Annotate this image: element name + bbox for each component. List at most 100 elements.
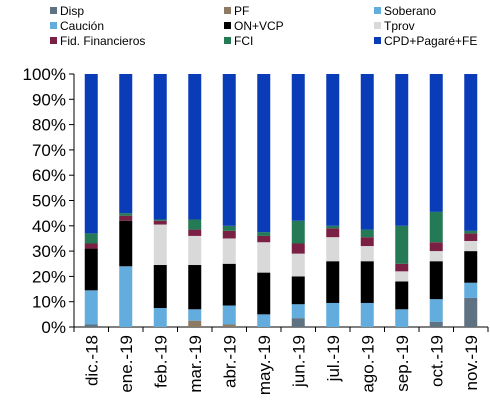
bar-segment-tprov <box>464 240 478 252</box>
bar-segment-cpd-pagar-fe <box>84 74 98 234</box>
legend-item-fid-financieros: Fid. Financieros <box>50 34 145 48</box>
bar-segment-fid-financieros <box>119 215 133 221</box>
bar-segment-cauci-n <box>326 302 340 327</box>
bar-segment-cpd-pagar-fe <box>257 74 271 233</box>
bar-segment-tprov <box>257 242 271 273</box>
bar-segment-fid-financieros <box>429 242 443 252</box>
bar-segment-pf <box>188 320 202 327</box>
legend-swatch-fid-financieros <box>50 37 57 44</box>
bar-stack-nov-19 <box>464 74 478 327</box>
bar-segment-on-vcp <box>291 276 305 305</box>
bar-segment-fid-financieros <box>291 243 305 254</box>
legend-item-on-vcp: ON+VCP <box>224 19 284 33</box>
bar-segment-cpd-pagar-fe <box>119 74 133 214</box>
y-tick-label: 70% <box>32 141 66 160</box>
bar-segment-fid-financieros <box>326 228 340 238</box>
bar-segment-fci <box>84 233 98 244</box>
bar-segment-on-vcp <box>119 220 133 267</box>
bar-segment-cauci-n <box>360 302 374 327</box>
y-tick-label: 20% <box>32 267 66 286</box>
bar-segment-fci <box>360 229 374 238</box>
legend-label-on-vcp: ON+VCP <box>234 19 284 33</box>
bar-segment-on-vcp <box>153 265 167 309</box>
legend-swatch-tprov <box>374 22 381 29</box>
legend-label-cpd-pagar-fe: CPD+Pagaré+FE <box>384 34 477 48</box>
bar-segment-fci <box>326 225 340 229</box>
bar-stack-dic-18 <box>84 74 98 327</box>
bar-segment-tprov <box>222 238 236 264</box>
legend-item-fci: FCI <box>224 34 253 48</box>
bar-segment-cauci-n <box>429 299 443 322</box>
bar-segment-cauci-n <box>257 314 271 327</box>
bar-stack-may-19 <box>257 74 271 327</box>
legend-label-tprov: Tprov <box>384 19 415 33</box>
bar-segment-cpd-pagar-fe <box>153 74 167 220</box>
legend-swatch-cauci-n <box>50 22 57 29</box>
bar-segment-on-vcp <box>188 265 202 310</box>
y-tick-label: 100% <box>23 65 66 84</box>
bar-segment-cauci-n <box>188 309 202 321</box>
legend-item-pf: PF <box>224 4 249 18</box>
legend-label-pf: PF <box>234 4 249 18</box>
bar-segment-on-vcp <box>257 272 271 315</box>
bar-segment-disp <box>84 324 98 327</box>
bar-stack-jul-19 <box>326 74 340 327</box>
bar-stack-feb-19 <box>153 74 167 327</box>
bar-stack-abr-19 <box>222 74 236 327</box>
bar-segment-cauci-n <box>119 266 133 327</box>
legend-item-soberano: Soberano <box>374 4 436 18</box>
legend-swatch-disp <box>50 7 57 14</box>
bar-segment-fid-financieros <box>360 237 374 247</box>
bar-segment-fid-financieros <box>257 235 271 243</box>
bar-segment-fci <box>257 232 271 236</box>
legend-item-cauci-n: Caución <box>50 19 104 33</box>
legend-label-cauci-n: Caución <box>60 19 104 33</box>
x-tick-label: mar.-19 <box>186 335 205 393</box>
bar-segment-fci <box>222 225 236 231</box>
bar-segment-tprov <box>395 271 409 282</box>
y-tick-label: 30% <box>32 242 66 261</box>
bar-segment-cauci-n <box>464 282 478 298</box>
bar-segment-on-vcp <box>326 261 340 303</box>
bar-segment-pf <box>222 324 236 327</box>
legend-item-disp: Disp <box>50 4 84 18</box>
bar-segment-cauci-n <box>291 304 305 319</box>
bar-segment-cauci-n <box>395 309 409 327</box>
x-tick-label: nov.-19 <box>462 335 481 390</box>
bar-segment-fci <box>395 225 409 264</box>
bar-stack-ago-19 <box>360 74 374 327</box>
bar-segment-tprov <box>360 246 374 262</box>
bar-segment-on-vcp <box>395 281 409 310</box>
legend-item-cpd-pagar-fe: CPD+Pagaré+FE <box>374 34 477 48</box>
chart-axes: 0% 10% 20% 30% 40% 50% 60% 70% 80% 90% 100% <box>23 65 488 337</box>
bar-segment-cpd-pagar-fe <box>429 74 443 212</box>
bar-segment-fid-financieros <box>84 243 98 249</box>
y-tick-label: 10% <box>32 293 66 312</box>
bar-segment-cpd-pagar-fe <box>188 74 202 220</box>
x-tick-label: dic.-18 <box>82 335 101 386</box>
chart-legend: Disp PF Soberano Caución ON+VCP Tprov Fid. Fin… <box>50 4 477 48</box>
bar-segment-cpd-pagar-fe <box>360 74 374 230</box>
x-tick-label: feb.-19 <box>151 335 170 388</box>
bar-segment-disp <box>429 321 443 327</box>
legend-item-tprov: Tprov <box>374 19 415 33</box>
legend-label-soberano: Soberano <box>384 4 436 18</box>
bar-segment-fid-financieros <box>153 220 167 225</box>
bar-segment-cpd-pagar-fe <box>395 74 409 226</box>
legend-label-disp: Disp <box>60 4 84 18</box>
y-tick-label: 50% <box>32 192 66 211</box>
x-tick-labels: dic.-18 ene.-19 feb.-19 mar.-19 abr.-19 may.-… <box>73 327 489 395</box>
bar-segment-disp <box>291 318 305 327</box>
bar-segment-tprov <box>188 235 202 266</box>
bar-segment-fid-financieros <box>395 263 409 272</box>
x-tick-label: ene.-19 <box>117 335 136 393</box>
bar-segment-fci <box>464 230 478 234</box>
x-tick-label: oct.-19 <box>427 335 446 387</box>
legend-swatch-on-vcp <box>224 22 231 29</box>
bar-stack-ene-19 <box>119 74 133 327</box>
y-tick-label: 90% <box>32 90 66 109</box>
legend-label-fci: FCI <box>234 34 253 48</box>
legend-swatch-soberano <box>374 7 381 14</box>
x-tick-label: sep.-19 <box>393 335 412 392</box>
